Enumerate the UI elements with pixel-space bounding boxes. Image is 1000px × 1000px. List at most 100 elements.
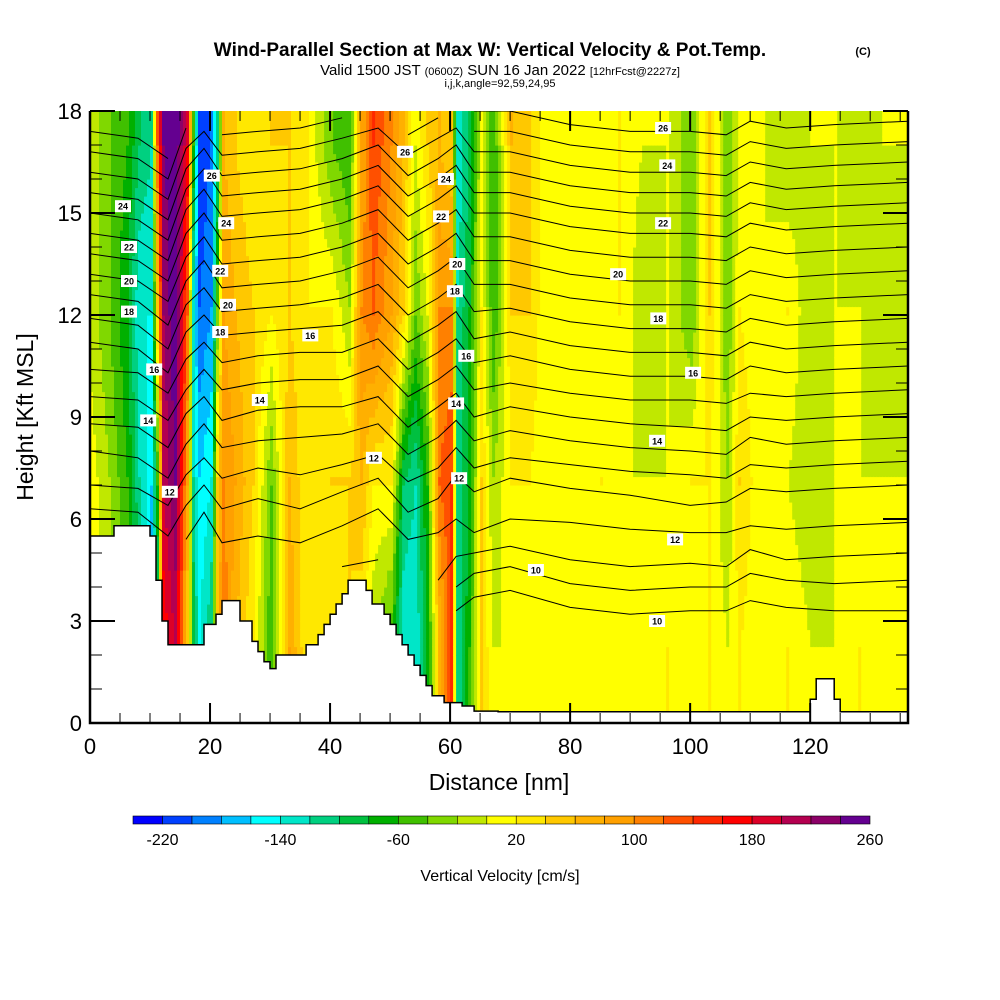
- field-cell: [186, 306, 190, 316]
- field-cell: [144, 238, 148, 248]
- field-cell: [267, 638, 271, 648]
- field-cell: [243, 111, 247, 121]
- field-cell: [117, 247, 121, 257]
- field-cell: [99, 153, 103, 163]
- field-cell: [210, 306, 214, 316]
- field-cell: [129, 136, 133, 146]
- field-cell: [285, 451, 289, 461]
- field-cell: [108, 476, 112, 486]
- field-cell: [291, 196, 295, 206]
- field-cell: [114, 238, 118, 248]
- field-cell: [108, 383, 112, 393]
- field-cell: [138, 434, 142, 444]
- field-cell: [156, 238, 160, 248]
- field-cell: [189, 349, 193, 359]
- field-cell: [252, 604, 256, 614]
- field-cell: [276, 349, 280, 359]
- field-cell: [198, 179, 202, 189]
- field-cell: [174, 357, 178, 367]
- field-cell: [189, 553, 193, 563]
- field-cell: [102, 170, 106, 180]
- field-cell: [273, 604, 277, 614]
- field-cell: [267, 459, 271, 469]
- field-cell: [234, 221, 238, 231]
- field-cell: [117, 128, 121, 138]
- field-cell: [240, 578, 244, 588]
- field-cell: [159, 145, 163, 155]
- field-cell: [237, 196, 241, 206]
- field-cell: [150, 476, 154, 486]
- field-cell: [288, 587, 292, 597]
- field-cell: [111, 383, 115, 393]
- field-cell: [129, 162, 133, 172]
- field-cell: [126, 374, 130, 384]
- field-cell: [210, 315, 214, 325]
- field-cell: [270, 340, 274, 350]
- field-cell: [279, 272, 283, 282]
- field-cell: [246, 527, 250, 537]
- field-cell: [270, 247, 274, 257]
- field-cell: [135, 323, 139, 333]
- field-cell: [135, 366, 139, 376]
- field-cell: [183, 553, 187, 563]
- field-cell: [147, 383, 151, 393]
- field-cell: [138, 340, 142, 350]
- field-cell: [210, 128, 214, 138]
- field-cell: [279, 170, 283, 180]
- field-cell: [171, 315, 175, 325]
- field-cell: [216, 255, 220, 265]
- field-cell: [186, 255, 190, 265]
- field-cell: [180, 493, 184, 503]
- field-cell: [195, 332, 199, 342]
- field-cell: [216, 366, 220, 376]
- field-cell: [189, 264, 193, 274]
- field-cell: [291, 298, 295, 308]
- field-cell: [135, 196, 139, 206]
- field-cell: [219, 136, 223, 146]
- field-cell: [177, 510, 181, 520]
- field-cell: [186, 561, 190, 571]
- field-cell: [102, 119, 106, 129]
- field-cell: [174, 315, 178, 325]
- field-cell: [120, 349, 124, 359]
- field-cell: [171, 213, 175, 223]
- field-cell: [243, 408, 247, 418]
- field-cell: [180, 247, 184, 257]
- field-cell: [267, 544, 271, 554]
- field-cell: [165, 527, 169, 537]
- field-cell: [99, 162, 103, 172]
- field-cell: [192, 621, 196, 631]
- field-cell: [102, 417, 106, 427]
- field-cell: [138, 153, 142, 163]
- field-cell: [201, 527, 205, 537]
- field-cell: [276, 340, 280, 350]
- field-cell: [153, 527, 157, 537]
- field-cell: [141, 366, 145, 376]
- field-cell: [234, 442, 238, 452]
- field-cell: [267, 340, 271, 350]
- field-cell: [258, 230, 262, 240]
- field-cell: [135, 417, 139, 427]
- field-cell: [147, 238, 151, 248]
- field-cell: [273, 340, 277, 350]
- field-cell: [150, 289, 154, 299]
- field-cell: [204, 493, 208, 503]
- field-cell: [93, 323, 97, 333]
- field-cell: [147, 340, 151, 350]
- field-cell: [288, 289, 292, 299]
- field-cell: [159, 493, 163, 503]
- field-cell: [135, 349, 139, 359]
- field-cell: [246, 366, 250, 376]
- field-cell: [258, 204, 262, 214]
- field-cell: [189, 502, 193, 512]
- field-cell: [294, 374, 298, 384]
- field-cell: [129, 459, 133, 469]
- field-cell: [156, 527, 160, 537]
- field-cell: [279, 502, 283, 512]
- field-cell: [273, 451, 277, 461]
- field-cell: [141, 451, 145, 461]
- field-cell: [225, 527, 229, 537]
- field-cell: [279, 306, 283, 316]
- field-cell: [204, 238, 208, 248]
- field-cell: [252, 425, 256, 435]
